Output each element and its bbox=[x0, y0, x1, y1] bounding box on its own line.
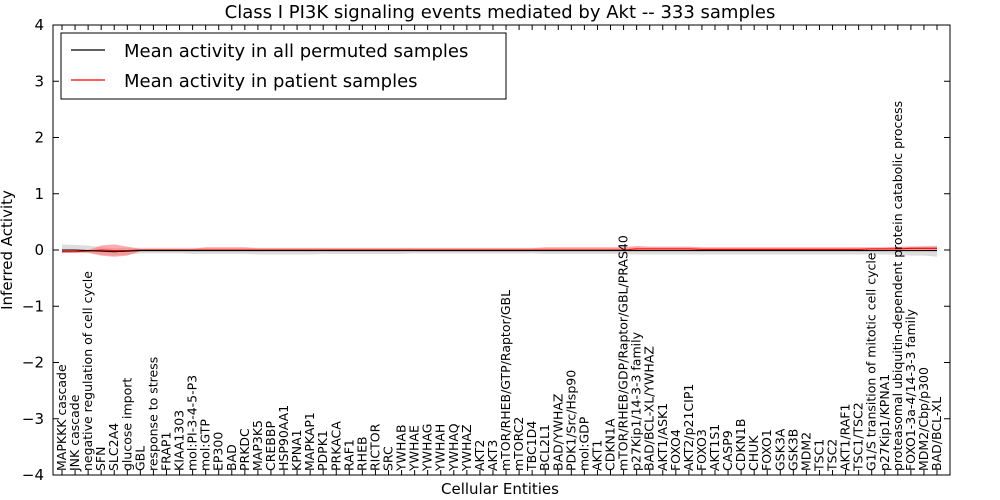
category-label: CDKN1B bbox=[733, 419, 748, 471]
category-label: YWHAH bbox=[433, 424, 448, 472]
category-label: GBL bbox=[132, 446, 147, 471]
category-label: HSP90AA1 bbox=[276, 405, 291, 471]
category-label: EP300 bbox=[211, 432, 226, 471]
category-label: BCL2L1 bbox=[537, 424, 552, 471]
category-label: glucose import bbox=[119, 378, 134, 471]
category-label: PDK1/Src/Hsp90 bbox=[563, 370, 578, 471]
category-label: mol:GDP bbox=[576, 416, 591, 471]
category-label: p27Kip1/KPNA1 bbox=[877, 374, 892, 471]
category-label: CDKN1A bbox=[603, 418, 618, 471]
y-tick-label: 0 bbox=[34, 241, 44, 259]
category-label: TSC1 bbox=[811, 439, 826, 472]
legend-box bbox=[60, 32, 507, 100]
y-tick-label: −4 bbox=[22, 466, 44, 484]
y-axis-title: Inferred Activity bbox=[0, 190, 16, 310]
category-label: JNK cascade bbox=[67, 394, 82, 472]
y-tick-label: −3 bbox=[22, 410, 44, 428]
category-label: AKT2 bbox=[472, 440, 487, 471]
category-label: YWHAE bbox=[407, 425, 422, 472]
category-label: MAPKAP1 bbox=[302, 412, 317, 471]
category-label: GSK3B bbox=[785, 429, 800, 471]
category-label: mTOR/RHEB/GTP/Raptor/GBL bbox=[498, 290, 513, 471]
category-label: FRAP1 bbox=[158, 432, 173, 471]
y-tick-label: 2 bbox=[34, 129, 44, 147]
category-label: KPNA1 bbox=[289, 429, 304, 471]
plot-frame bbox=[52, 24, 951, 476]
x-axis-title: Cellular Entities bbox=[441, 480, 559, 498]
category-label: TBC1D4 bbox=[524, 421, 539, 472]
category-label: PRKDC bbox=[237, 428, 252, 471]
category-label: mTORC2 bbox=[511, 417, 526, 471]
category-label: TSC2 bbox=[825, 439, 840, 472]
category-label: MDM2/Cbp/p300 bbox=[916, 367, 931, 471]
y-tick-label: −2 bbox=[22, 354, 44, 372]
category-label: CHUK bbox=[746, 435, 761, 471]
category-label: mTOR/RHEB/GDP/Raptor/GBL/PRAS40 bbox=[616, 235, 631, 471]
category-label: BAD/BCL-XL/YWHAZ bbox=[642, 346, 657, 471]
category-label: FOXO1-3a-4/14-3-3 family bbox=[903, 308, 918, 471]
category-label: YWHAG bbox=[420, 424, 435, 472]
category-label: negative regulation of cell cycle bbox=[80, 271, 95, 471]
category-label: AKT3 bbox=[485, 440, 500, 471]
category-label: AKT1/RAF1 bbox=[838, 404, 853, 471]
category-label: AKT1S1 bbox=[707, 424, 722, 471]
category-label: SLC2A4 bbox=[106, 423, 121, 471]
category-label: MAP3K5 bbox=[250, 420, 265, 471]
category-label: PDPK1 bbox=[315, 430, 330, 471]
category-label: AKT1/ASK1 bbox=[655, 403, 670, 471]
category-label: YWHAQ bbox=[446, 423, 461, 472]
y-tick-label: 4 bbox=[34, 16, 44, 34]
category-label: RHEB bbox=[354, 436, 369, 471]
axis-ticks: −4 −3 −2 −1 0 1 2 3 4 bbox=[22, 16, 950, 484]
category-label: RAF1 bbox=[341, 439, 356, 471]
category-label: RICTOR bbox=[367, 423, 382, 471]
category-label: YWHAZ bbox=[459, 424, 474, 472]
category-label: G1/S transition of mitotic cell cycle bbox=[864, 252, 879, 471]
category-label: CASP9 bbox=[720, 430, 735, 471]
category-label: mol:GTP bbox=[198, 419, 213, 471]
line-patient bbox=[62, 247, 937, 253]
category-label: GSK3A bbox=[772, 428, 787, 471]
chart-title: Class I PI3K signaling events mediated b… bbox=[225, 2, 776, 23]
legend: Mean activity in all permuted samples Me… bbox=[60, 32, 507, 100]
category-label: BAD/YWHAZ bbox=[550, 394, 565, 471]
category-label: YWHAB bbox=[394, 424, 409, 472]
category-label: SRC bbox=[380, 446, 395, 471]
y-tick-label: −1 bbox=[22, 297, 44, 315]
category-label: SFN bbox=[93, 447, 108, 471]
category-label: response to stress bbox=[145, 357, 160, 471]
category-label: AKT1 bbox=[589, 440, 604, 471]
category-label: AKT2/p21CIP1 bbox=[681, 384, 696, 471]
line-permuted bbox=[62, 249, 937, 253]
category-label: CREBBP bbox=[263, 421, 278, 471]
category-label: FOXO3 bbox=[694, 429, 709, 471]
category-label: BAD bbox=[224, 444, 239, 471]
y-tick-label: 1 bbox=[34, 185, 44, 203]
category-label: KIAA1303 bbox=[172, 410, 187, 471]
category-label: FOXO4 bbox=[668, 429, 683, 471]
category-label: PRKACA bbox=[328, 421, 343, 471]
category-label: proteasomal ubiquitin-dependent protein … bbox=[890, 101, 905, 471]
legend-label-permuted: Mean activity in all permuted samples bbox=[124, 41, 468, 62]
category-label: FOXO1 bbox=[759, 429, 774, 471]
category-label: p27Kip1/14-3-3 family bbox=[629, 331, 644, 471]
category-label: MDM2 bbox=[798, 432, 813, 471]
category-label: BAD/BCL-XL bbox=[929, 397, 944, 471]
series-lines bbox=[62, 247, 937, 253]
category-label: mol:PI-3-4-5-P3 bbox=[185, 375, 200, 471]
y-tick-label: 3 bbox=[34, 72, 44, 90]
category-label: TSC1/TSC2 bbox=[851, 402, 866, 472]
category-label: MAPKKK cascade bbox=[54, 364, 69, 471]
legend-label-patient: Mean activity in patient samples bbox=[124, 71, 418, 92]
